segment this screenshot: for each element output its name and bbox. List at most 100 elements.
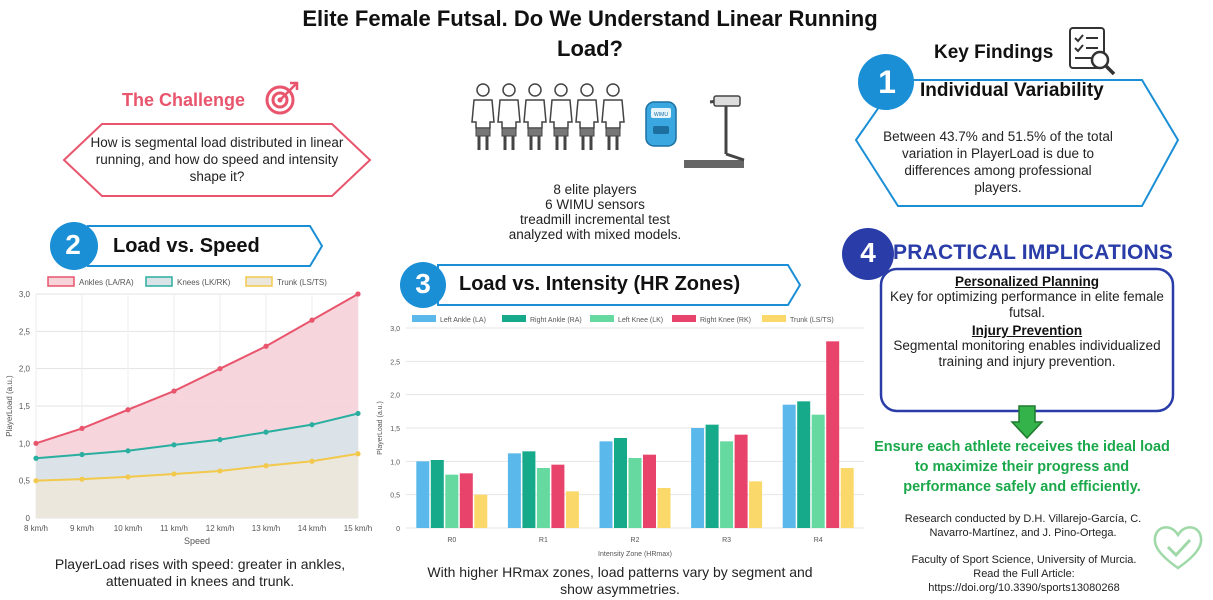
y-tick-label: 0 xyxy=(26,514,31,523)
y-tick-label: 0,5 xyxy=(19,477,31,486)
player-figure xyxy=(497,83,521,150)
series-line xyxy=(35,412,359,460)
player-head xyxy=(528,83,542,97)
bar xyxy=(643,454,656,528)
x-tick-label: 15 km/h xyxy=(344,524,372,533)
section3-number: 3 xyxy=(415,268,431,299)
legend-label: Trunk (LS/TS) xyxy=(790,317,834,324)
bar xyxy=(536,468,550,528)
section2-caption: PlayerLoad rises with speed: greater in … xyxy=(54,556,346,589)
x-tick-label: 14 km/h xyxy=(298,524,326,533)
legend-label: Left Ankle (LA) xyxy=(440,317,486,324)
data-point xyxy=(309,317,315,323)
x-tick-label: 9 km/h xyxy=(70,524,94,533)
treadmill-icon: WIMU xyxy=(645,95,745,168)
bar xyxy=(507,453,521,528)
data-point xyxy=(263,429,269,435)
bar xyxy=(628,458,642,528)
bar xyxy=(826,341,840,528)
data-point xyxy=(33,478,39,484)
data-point xyxy=(171,442,177,448)
legend-swatch xyxy=(412,315,436,322)
section2-banner xyxy=(50,222,324,270)
data-point xyxy=(125,448,131,454)
bar xyxy=(734,434,748,528)
research-credits: Research conducted by D.H. Villarejo-Gar… xyxy=(904,513,1142,539)
bar xyxy=(565,491,579,528)
y-tick-label: 2,0 xyxy=(390,393,400,400)
legend-swatch xyxy=(590,315,614,322)
player-head xyxy=(476,83,490,97)
y-axis-label: PlayerLoad (a.u.) xyxy=(5,375,14,437)
section3-heading: Load vs. Intensity (HR Zones) xyxy=(459,273,741,295)
data-point xyxy=(125,474,131,480)
section4-number: 4 xyxy=(860,237,876,268)
practical-content: Personalized Planning Key for optimizing… xyxy=(886,274,1168,370)
data-point xyxy=(79,451,85,458)
player-shirt xyxy=(549,99,573,129)
legend-label: Ankles (LA/RA) xyxy=(79,278,134,287)
y-tick-label: 2,0 xyxy=(19,365,31,374)
speed-chart: 0 0,5 1,0 1,5 2,0 2,5 3,0 8 km/h 9 km/h 10 km/h 11… xyxy=(5,276,372,546)
affiliation-block: Faculty of Sport Science, University of … xyxy=(892,553,1156,595)
player-figure xyxy=(471,83,495,150)
y-tick-label: 3,0 xyxy=(19,290,31,299)
data-point xyxy=(263,343,269,349)
player-head xyxy=(606,83,620,97)
y-axis-label: PlayerLoad (a.u.) xyxy=(377,401,384,455)
player-shirt xyxy=(601,99,625,129)
article-link[interactable]: Read the Full Article: https://doi.org/1… xyxy=(928,568,1120,594)
x-axis-label: Speed xyxy=(184,536,210,546)
data-point xyxy=(171,388,177,394)
intensity-chart: 0 0,5 1,0 1,5 2,0 2,5 3,0 R0 R1 R2 R3 R4 Left Ankle … xyxy=(377,315,864,558)
legend-swatch xyxy=(762,315,786,322)
x-tick-label: R0 xyxy=(447,537,456,544)
planning-body: Key for optimizing performance in elite … xyxy=(890,289,1164,320)
series-area xyxy=(36,453,358,518)
y-tick-label: 0 xyxy=(396,526,400,533)
series-line xyxy=(35,293,359,445)
bar xyxy=(430,460,444,528)
bar xyxy=(720,441,734,528)
data-point xyxy=(217,366,223,372)
section3-caption: With higher HRmax zones, load patterns v… xyxy=(427,564,813,597)
bar xyxy=(705,424,719,528)
section3-banner xyxy=(400,262,802,308)
study-summary: 8 elite players 6 WIMU sensors treadmill… xyxy=(470,182,720,242)
x-tick-label: 12 km/h xyxy=(206,524,234,533)
bar xyxy=(797,401,811,528)
player-shorts xyxy=(605,127,621,137)
y-tick-label: 1,5 xyxy=(19,402,31,411)
bar xyxy=(749,481,763,528)
legend-label: Trunk (LS/TS) xyxy=(277,278,327,287)
x-tick-label: 8 km/h xyxy=(24,524,48,533)
key-findings-heading: Key Findings xyxy=(934,42,1054,63)
data-point xyxy=(355,451,361,457)
x-tick-label: 13 km/h xyxy=(252,524,280,533)
individual-variability-body: Between 43.7% and 51.5% of the total var… xyxy=(883,129,1113,195)
bar xyxy=(474,494,488,528)
player-shorts xyxy=(475,127,491,137)
bar xyxy=(691,428,705,528)
y-tick-label: 3,0 xyxy=(390,326,400,333)
legend-swatch xyxy=(672,315,696,322)
player-head xyxy=(554,83,568,97)
section4-circle xyxy=(842,228,894,280)
y-tick-label: 1,0 xyxy=(19,439,31,448)
player-figure xyxy=(523,83,547,150)
practical-heading: PRACTICAL IMPLICATIONS xyxy=(893,241,1174,264)
player-shirt xyxy=(523,99,547,129)
target-icon xyxy=(265,81,299,115)
legend-label: Right Knee (RK) xyxy=(700,317,751,324)
player-shorts xyxy=(579,127,595,137)
bar xyxy=(657,488,671,528)
player-figure xyxy=(575,83,599,150)
study-analysis: analyzed with mixed models. xyxy=(508,227,682,242)
player-shorts xyxy=(553,127,569,137)
study-players: 8 elite players xyxy=(553,182,637,197)
legend-swatch xyxy=(145,276,173,287)
challenge-hexagon xyxy=(62,123,372,197)
player-figure xyxy=(549,83,573,150)
bar xyxy=(811,414,825,528)
page-title: Elite Female Futsal. Do We Understand Li… xyxy=(302,6,878,61)
